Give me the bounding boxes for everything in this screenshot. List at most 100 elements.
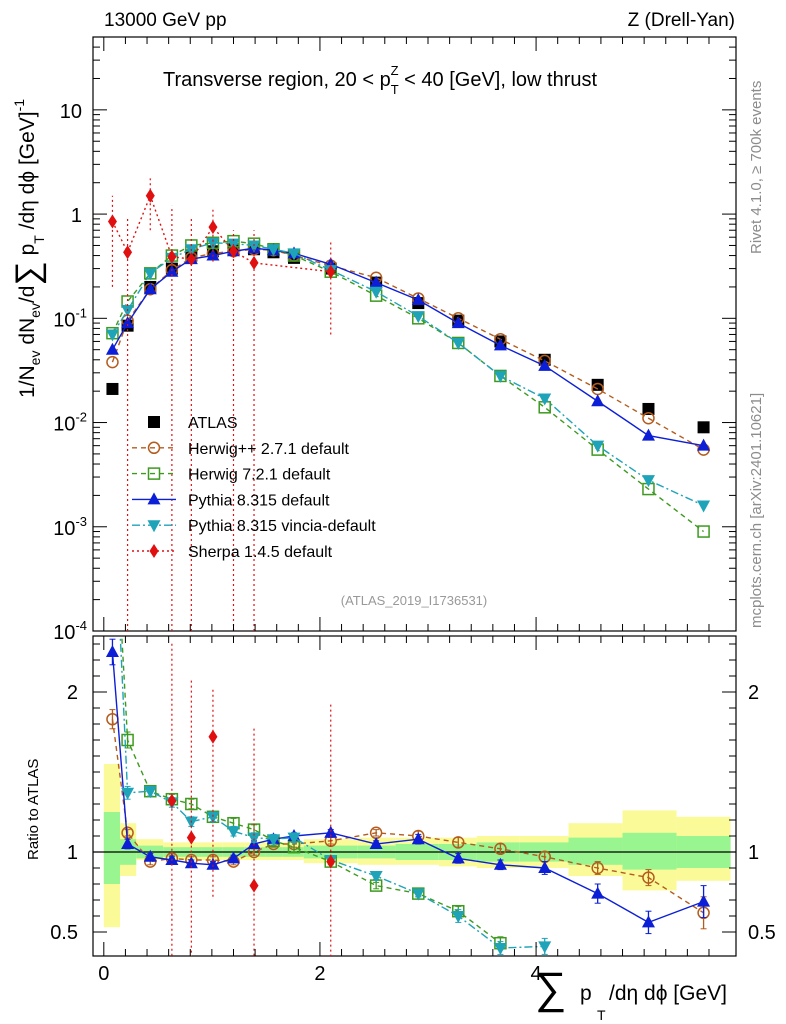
ratio-series-herwigpp xyxy=(106,709,710,930)
point-atlas xyxy=(697,421,710,434)
ratio-point-herwigpp xyxy=(452,836,465,849)
point-sherpa xyxy=(123,245,133,260)
band-inner-bin xyxy=(622,832,677,870)
analysis-label: (ATLAS_2019_I1736531) xyxy=(341,593,487,608)
ratio-point-vincia xyxy=(106,463,119,475)
legend-marker-sherpa xyxy=(149,544,159,558)
point-pythia xyxy=(105,342,119,355)
ratio-point-sherpa xyxy=(249,878,259,893)
point-vincia xyxy=(591,440,605,453)
y-tick-label: 10-2 xyxy=(53,410,87,436)
region-title: Transverse region, 20 < pTZ < 40 [GeV], … xyxy=(163,63,597,97)
point-vincia xyxy=(206,237,220,250)
legend-label-herwigpp: Herwig++ 2.7.1 default xyxy=(188,441,350,458)
ratio-point-sherpa xyxy=(167,793,177,808)
ratio-point-pythia xyxy=(493,857,507,870)
ratio-line-vincia xyxy=(119,636,545,949)
ratio-point-pythia xyxy=(411,832,425,845)
ratio-point-pythia xyxy=(226,851,240,864)
ratio-point-pythia xyxy=(121,837,135,849)
point-vincia xyxy=(493,370,507,383)
series-atlas xyxy=(106,243,710,434)
ratio-y-tick-label-right: 2 xyxy=(748,682,759,704)
point-pythia xyxy=(493,338,507,351)
header-right: Z (Drell-Yan) xyxy=(628,10,735,31)
ratio-point-sherpa xyxy=(326,854,336,869)
point-pythia xyxy=(641,428,655,441)
point-vincia xyxy=(538,393,552,406)
ratio-point-herwigpp xyxy=(494,842,507,856)
legend-label-sherpa: Sherpa 1.4.5 default xyxy=(188,544,333,561)
point-pythia xyxy=(538,358,552,371)
y-tick-label: 10-4 xyxy=(53,618,87,644)
point-sherpa xyxy=(249,255,259,270)
point-vincia xyxy=(143,268,157,281)
ratio-point-vincia xyxy=(266,834,280,847)
ratio-point-vincia xyxy=(369,871,383,883)
ratio-line-herwigpp xyxy=(111,719,704,914)
point-pythia xyxy=(451,316,465,329)
point-vincia xyxy=(641,475,655,488)
x-tick-label: 2 xyxy=(314,963,325,985)
ratio-y-tick-label-right: 1 xyxy=(748,842,759,864)
series-line-sherpa xyxy=(111,193,331,273)
ratio-point-vincia xyxy=(451,911,465,923)
point-pythia xyxy=(143,282,157,295)
ratio-point-pythia xyxy=(641,915,655,928)
ratio-point-pythia xyxy=(324,825,338,838)
point-pythia xyxy=(121,316,135,329)
ratio-point-vincia xyxy=(538,941,552,954)
point-vincia xyxy=(411,311,425,324)
legend-label-atlas: ATLAS xyxy=(188,415,238,432)
ratio-point-pythia xyxy=(206,857,220,870)
ratio-y-tick-label-right: 0.5 xyxy=(748,922,776,944)
band-inner-bin xyxy=(103,812,121,884)
svg-text:T: T xyxy=(597,1007,606,1023)
rivet-label: Rivet 4.1.0, ≥ 700k events xyxy=(748,81,765,254)
point-vincia xyxy=(369,286,383,299)
point-sherpa xyxy=(107,214,117,229)
ratio-point-vincia xyxy=(287,832,301,845)
point-pythia xyxy=(697,438,711,451)
legend-label-pythia: Pythia 8.315 default xyxy=(188,492,330,509)
ratio-point-vincia xyxy=(411,888,425,901)
point-pythia xyxy=(591,394,605,407)
ratio-point-sherpa xyxy=(186,830,196,845)
point-sherpa xyxy=(145,188,155,203)
point-vincia xyxy=(451,337,465,350)
svg-text:/dη dϕ [GeV]: /dη dϕ [GeV] xyxy=(609,982,727,1005)
main-plot-frame xyxy=(92,36,737,632)
ratio-y-tick-label: 1 xyxy=(67,842,78,864)
legend-marker-pythia xyxy=(147,492,161,505)
point-pythia xyxy=(206,248,220,261)
svg-text:∑: ∑ xyxy=(535,964,566,1013)
y-tick-label: 1 xyxy=(71,205,82,227)
series-line-herwig7 xyxy=(111,240,705,533)
ratio-line-herwig7 xyxy=(121,636,501,944)
legend-marker-herwig7 xyxy=(147,467,161,480)
ratio-point-herwig7 xyxy=(121,733,134,747)
point-vincia xyxy=(247,240,261,253)
ratio-point-pythia xyxy=(451,851,465,864)
svg-text:p: p xyxy=(580,982,592,1005)
ratio-point-sherpa xyxy=(208,729,218,744)
point-pythia xyxy=(411,292,425,305)
ratio-point-pythia xyxy=(697,894,711,907)
ratio-point-vincia xyxy=(493,943,507,955)
y-axis-label: 1/Nev dNev/d∑ pT /dη dϕ [GeV]-1 xyxy=(9,99,47,398)
point-sherpa xyxy=(186,252,196,267)
series-sherpa xyxy=(107,178,336,631)
ratio-y-tick-label: 2 xyxy=(67,682,78,704)
ratio-point-pythia xyxy=(105,645,119,657)
point-atlas xyxy=(106,382,119,395)
band-inner-bin xyxy=(568,837,623,865)
point-vincia xyxy=(287,248,301,261)
legend-label-vincia: Pythia 8.315 vincia-default xyxy=(188,518,376,535)
header-left: 13000 GeV pp xyxy=(104,10,227,31)
x-tick-label: 0 xyxy=(98,963,109,985)
legend-marker-herwigpp xyxy=(147,441,161,455)
point-sherpa xyxy=(167,249,177,264)
ratio-point-vincia xyxy=(226,826,240,839)
point-vincia xyxy=(266,244,280,257)
